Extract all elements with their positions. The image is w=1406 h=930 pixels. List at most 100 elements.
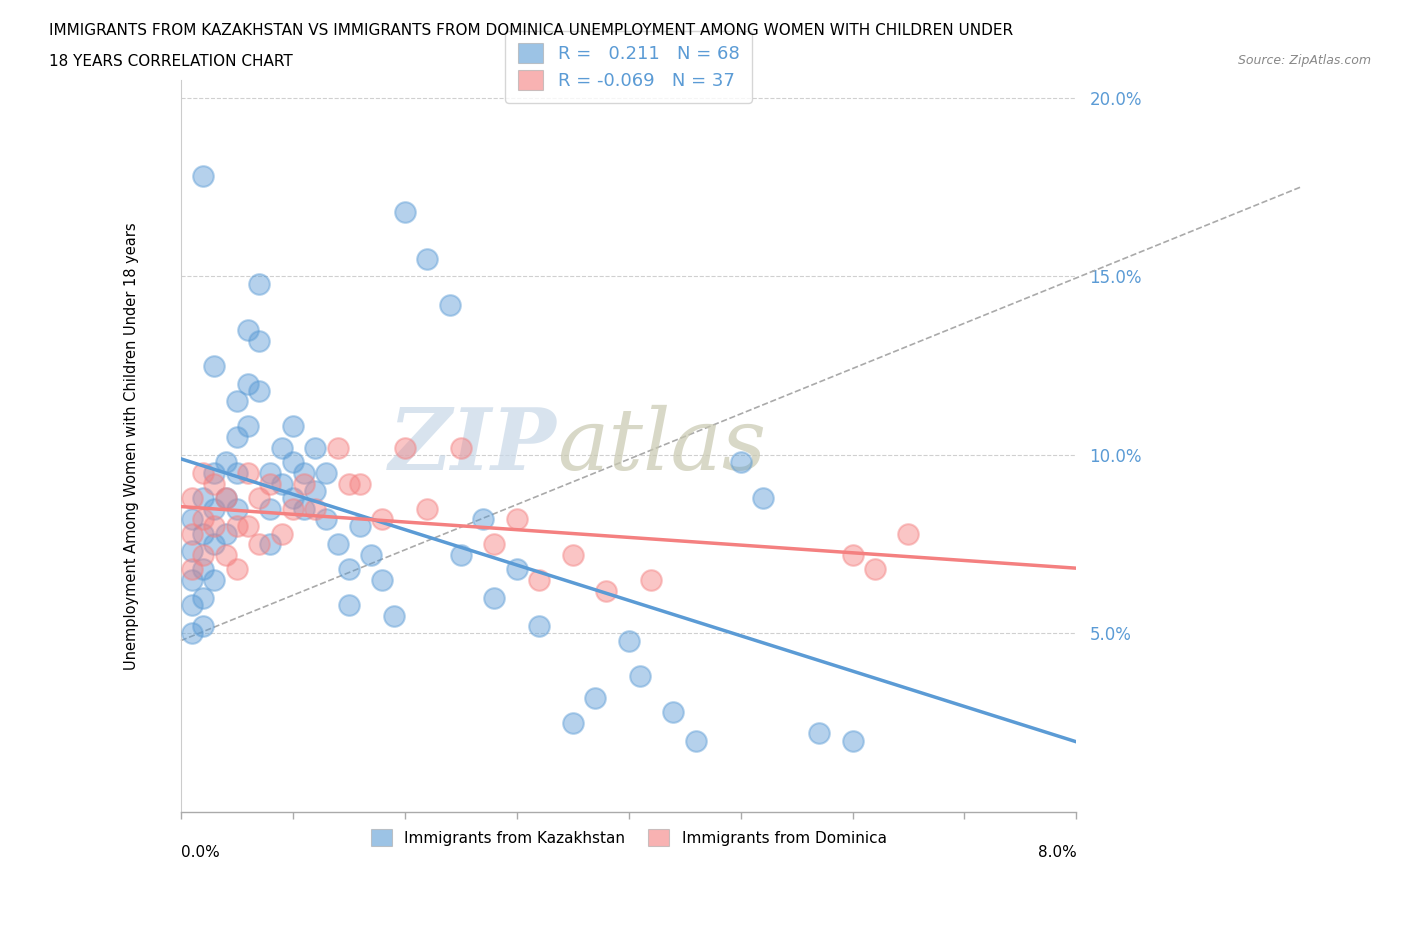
Point	[214, 526, 236, 541]
Point	[337, 597, 360, 612]
Point	[247, 537, 270, 551]
Point	[371, 512, 394, 526]
Legend: Immigrants from Kazakhstan, Immigrants from Dominica: Immigrants from Kazakhstan, Immigrants f…	[364, 823, 893, 852]
Point	[349, 519, 371, 534]
Text: 18 YEARS CORRELATION CHART: 18 YEARS CORRELATION CHART	[49, 54, 292, 69]
Point	[193, 169, 215, 184]
Point	[214, 490, 236, 505]
Point	[527, 573, 550, 588]
Point	[214, 455, 236, 470]
Point	[181, 573, 204, 588]
Point	[181, 512, 204, 526]
Point	[505, 562, 527, 577]
Point	[640, 573, 662, 588]
Point	[225, 519, 247, 534]
Point	[193, 548, 215, 563]
Point	[416, 251, 439, 266]
Point	[193, 490, 215, 505]
Point	[204, 358, 226, 373]
Point	[247, 276, 270, 291]
Point	[807, 726, 830, 741]
Point	[292, 501, 315, 516]
Point	[247, 333, 270, 348]
Point	[214, 490, 236, 505]
Point	[292, 476, 315, 491]
Point	[561, 715, 583, 730]
Point	[193, 562, 215, 577]
Text: Source: ZipAtlas.com: Source: ZipAtlas.com	[1237, 54, 1371, 67]
Point	[181, 490, 204, 505]
Text: 0.0%: 0.0%	[181, 845, 219, 860]
Point	[337, 476, 360, 491]
Point	[204, 537, 226, 551]
Point	[472, 512, 495, 526]
Point	[236, 418, 259, 433]
Point	[304, 501, 326, 516]
Point	[259, 476, 281, 491]
Point	[527, 618, 550, 633]
Point	[752, 490, 775, 505]
Point	[292, 465, 315, 480]
Point	[181, 544, 204, 559]
Point	[315, 512, 337, 526]
Text: atlas: atlas	[557, 405, 766, 487]
Point	[236, 376, 259, 391]
Point	[193, 591, 215, 605]
Point	[181, 526, 204, 541]
Point	[595, 583, 617, 598]
Point	[247, 490, 270, 505]
Point	[416, 501, 439, 516]
Point	[181, 626, 204, 641]
Point	[259, 465, 281, 480]
Point	[349, 476, 371, 491]
Point	[236, 323, 259, 338]
Point	[270, 526, 292, 541]
Point	[259, 537, 281, 551]
Point	[326, 537, 349, 551]
Point	[193, 526, 215, 541]
Point	[337, 562, 360, 577]
Point	[304, 441, 326, 456]
Point	[204, 476, 226, 491]
Point	[484, 591, 506, 605]
Point	[259, 501, 281, 516]
Point	[326, 441, 349, 456]
Point	[214, 548, 236, 563]
Point	[561, 548, 583, 563]
Point	[394, 205, 416, 219]
Point	[450, 441, 472, 456]
Point	[382, 608, 405, 623]
Point	[439, 298, 461, 312]
Point	[505, 512, 527, 526]
Point	[225, 430, 247, 445]
Point	[193, 465, 215, 480]
Point	[281, 418, 304, 433]
Text: IMMIGRANTS FROM KAZAKHSTAN VS IMMIGRANTS FROM DOMINICA UNEMPLOYMENT AMONG WOMEN : IMMIGRANTS FROM KAZAKHSTAN VS IMMIGRANTS…	[49, 23, 1014, 38]
Point	[225, 465, 247, 480]
Point	[304, 484, 326, 498]
Point	[841, 733, 863, 748]
Point	[841, 548, 863, 563]
Point	[236, 519, 259, 534]
Point	[270, 441, 292, 456]
Point	[236, 465, 259, 480]
Text: ZIP: ZIP	[389, 405, 557, 488]
Point	[225, 394, 247, 409]
Point	[247, 383, 270, 398]
Text: 8.0%: 8.0%	[1038, 845, 1077, 860]
Point	[193, 618, 215, 633]
Point	[662, 705, 685, 720]
Point	[617, 633, 640, 648]
Point	[730, 455, 752, 470]
Point	[204, 573, 226, 588]
Point	[204, 501, 226, 516]
Point	[628, 669, 651, 684]
Point	[371, 573, 394, 588]
Point	[204, 465, 226, 480]
Point	[863, 562, 886, 577]
Point	[394, 441, 416, 456]
Point	[181, 562, 204, 577]
Text: Unemployment Among Women with Children Under 18 years: Unemployment Among Women with Children U…	[124, 222, 139, 670]
Point	[281, 455, 304, 470]
Point	[225, 562, 247, 577]
